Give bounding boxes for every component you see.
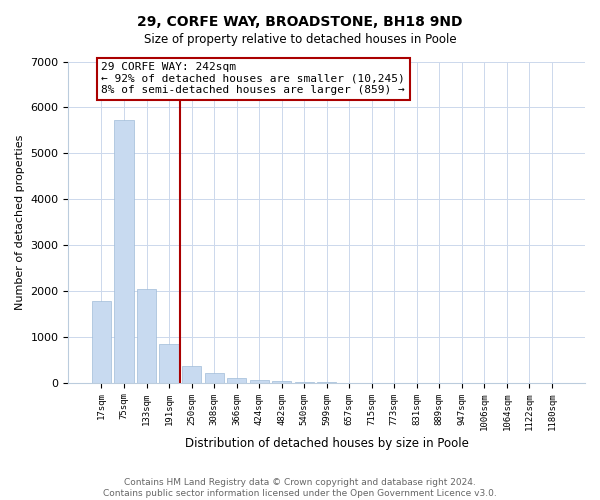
Bar [182, 366, 201, 382]
Text: 29 CORFE WAY: 242sqm
← 92% of detached houses are smaller (10,245)
8% of semi-de: 29 CORFE WAY: 242sqm ← 92% of detached h… [101, 62, 405, 95]
Bar [205, 374, 224, 382]
Bar [227, 378, 246, 382]
Bar [137, 288, 156, 382]
Bar [250, 380, 269, 382]
Text: Contains HM Land Registry data © Crown copyright and database right 2024.
Contai: Contains HM Land Registry data © Crown c… [103, 478, 497, 498]
Bar [272, 381, 291, 382]
Text: Size of property relative to detached houses in Poole: Size of property relative to detached ho… [143, 32, 457, 46]
X-axis label: Distribution of detached houses by size in Poole: Distribution of detached houses by size … [185, 437, 469, 450]
Y-axis label: Number of detached properties: Number of detached properties [15, 134, 25, 310]
Bar [160, 344, 179, 383]
Bar [92, 302, 111, 382]
Text: 29, CORFE WAY, BROADSTONE, BH18 9ND: 29, CORFE WAY, BROADSTONE, BH18 9ND [137, 15, 463, 29]
Bar [115, 120, 134, 382]
